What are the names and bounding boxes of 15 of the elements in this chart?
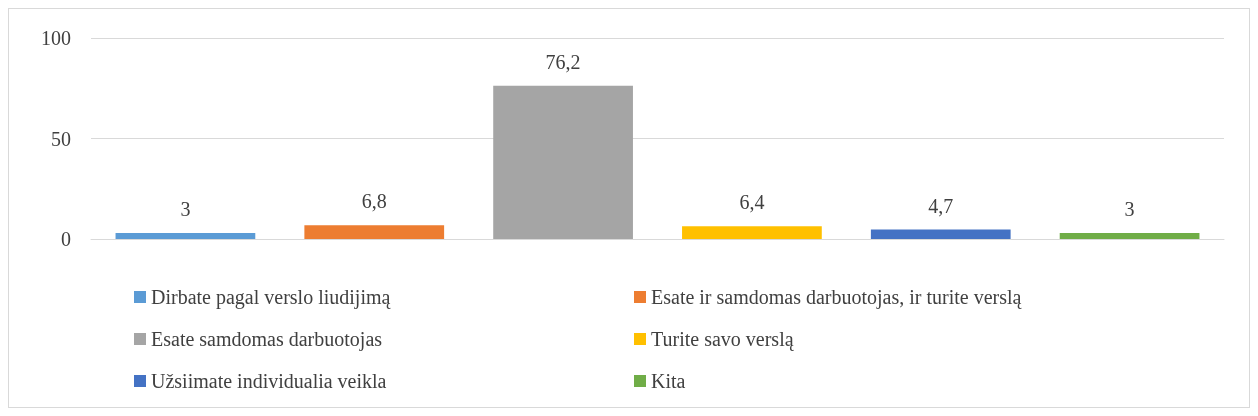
data-label: 3: [1124, 197, 1135, 220]
legend-label: Turite savo verslą: [651, 328, 795, 351]
data-label: 3: [180, 197, 191, 220]
legend-label: Dirbate pagal verslo liudijimą: [151, 286, 392, 309]
y-tick-label: 100: [41, 27, 71, 49]
y-tick-label: 50: [51, 127, 71, 150]
legend-label: Kita: [651, 370, 686, 392]
legend-label: Užsiimate individualia veikla: [151, 370, 387, 392]
legend-label: Esate ir samdomas darbuotojas, ir turite verslą: [651, 286, 1023, 309]
data-label: 6,4: [739, 191, 765, 214]
legend-label: Esate samdomas darbuotojas: [151, 328, 383, 351]
data-label: 76,2: [545, 50, 581, 73]
data-label: 6,8: [361, 190, 387, 213]
data-label: 4,7: [928, 194, 954, 217]
y-tick-label: 0: [61, 228, 71, 250]
